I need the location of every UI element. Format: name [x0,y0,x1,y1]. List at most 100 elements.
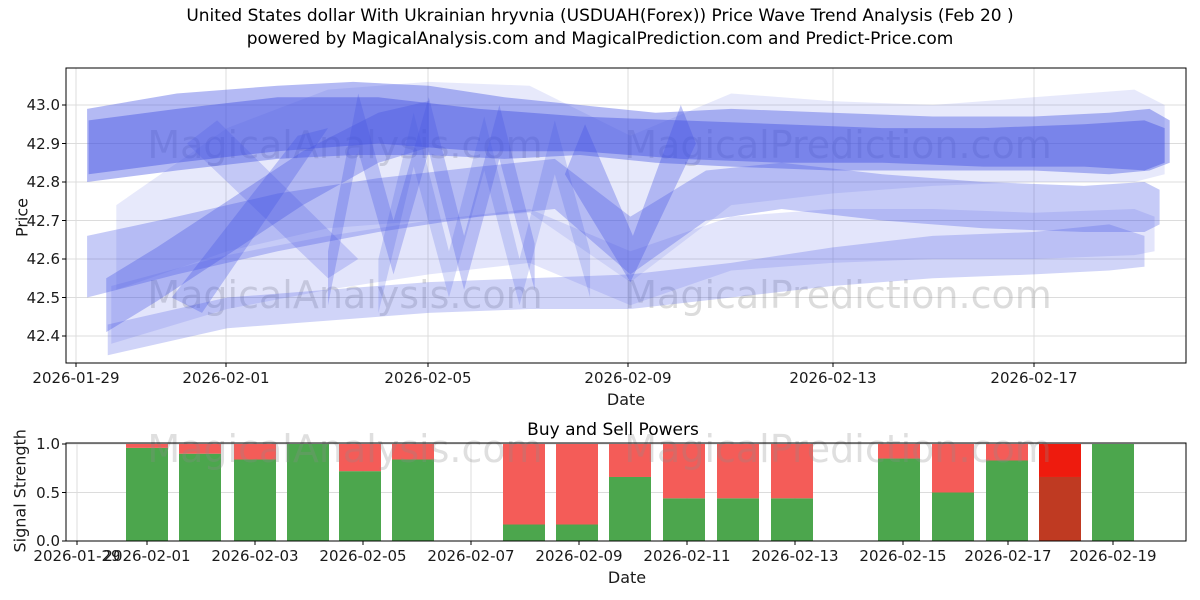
bar-buy [771,498,813,541]
signal-bar-2026-02-09 [556,444,598,541]
bar-sell [556,444,598,525]
signal-bar-2026-02-02 [179,444,221,541]
bar-buy [503,524,545,541]
bar-sell [663,444,705,499]
bar-buy [556,524,598,541]
price-xtick-label: 2026-02-01 [182,369,270,387]
price-ytick-label: 42.8 [26,173,60,191]
bar-buy [126,447,168,541]
band-low-band [107,224,1145,356]
signal-xtick-label: 2026-01-29 [33,547,121,565]
bar-seg-bright_red [1039,444,1081,477]
signal-bar-2026-02-15 [878,444,920,541]
signal-bar-2026-02-18 [1039,444,1081,541]
signal-bar-2026-02-03 [234,444,276,541]
signal-xtick-label: 2026-02-07 [427,547,515,565]
bar-sell [609,444,651,477]
price-ytick-label: 42.6 [26,250,60,268]
bar-buy [609,476,651,541]
bar-buy [1092,444,1134,541]
bar-sell [986,444,1028,461]
bar-sell [339,444,381,472]
price-ytick-label: 42.4 [26,327,60,345]
band-mid-rising-band [87,158,1160,298]
figure-title-line1: United States dollar With Ukrainian hryv… [186,6,1014,26]
signal-ytick-label: 0.0 [36,532,60,550]
bar-buy [392,459,434,541]
signal-chart-title: Buy and Sell Powers [527,420,699,440]
watermark-text: MagicalPrediction.com [624,123,1052,167]
price-ytick-label: 42.9 [26,134,60,153]
bar-buy [717,498,759,541]
signal-bar-2026-02-08 [503,444,545,541]
bar-sell [717,444,759,499]
band-main-band [87,81,1170,182]
price-xtick-label: 2026-02-05 [384,369,472,387]
figure-title-line2: powered by MagicalAnalysis.com and Magic… [246,29,954,49]
band-dark-core [88,97,1165,175]
bar-buy [878,458,920,541]
shape-cross-diagonal-up [171,128,328,313]
signal-xtick-label: 2026-02-19 [1069,547,1157,565]
bar-sell [771,444,813,499]
price-chart: MagicalAnalysis.com MagicalPrediction.com… [62,67,1187,367]
watermark-text: MagicalPrediction.com [624,427,1052,471]
signal-xaxis-label: Date [607,568,647,587]
signal-ytick-label: 0.5 [36,483,60,502]
signal-bar-2026-02-16 [932,444,974,541]
price-xtick-label: 2026-02-17 [990,369,1078,387]
bar-buy [663,498,705,541]
signal-bar-2026-02-13 [771,444,813,541]
signal-xtick-label: 2026-02-01 [103,547,191,565]
shape-zigzag-1 [328,93,535,306]
signal-xtick-label: 2026-02-17 [964,547,1052,565]
band-wide-light-envelope [116,81,1165,290]
price-ytick-label: 42.5 [26,288,60,307]
bar-seg-firebrick [1039,476,1081,541]
signal-bar-2026-02-12 [717,444,759,541]
signal-bar-2026-02-17 [986,444,1028,541]
signal-bar-2026-02-10 [609,444,651,541]
bar-sell [878,444,920,459]
signal-bar-2026-02-01 [126,444,168,541]
price-xtick-label: 2026-01-29 [32,369,120,387]
band-low-light-band [111,208,1155,344]
bar-buy [179,453,221,541]
price-xtick-label: 2026-02-09 [584,369,672,387]
watermark-text: MagicalPrediction.com [624,273,1052,317]
signal-xtick-label: 2026-02-09 [535,547,623,565]
watermark-text: MagicalAnalysis.com [147,427,542,471]
shape-cross-diagonal-down [186,120,359,279]
signal-xtick-label: 2026-02-15 [859,547,947,565]
bar-sell [234,444,276,460]
bar-sell [392,444,434,460]
signal-bar-2026-02-04 [287,444,329,541]
signal-bar-2026-02-06 [392,444,434,541]
bar-buy [339,471,381,541]
signal-bar-2026-02-11 [663,444,705,541]
price-ytick-label: 43.0 [26,96,60,114]
signal-xtick-label: 2026-02-03 [211,547,299,565]
bar-buy [932,492,974,541]
signal-bar-2026-02-05 [339,444,381,541]
watermark-text: MagicalAnalysis.com [147,273,542,317]
price-axes-box [65,67,1187,364]
bar-sell [932,444,974,493]
bar-sell [179,444,221,454]
bar-buy [986,460,1028,541]
price-ytick-label: 42.7 [26,211,60,230]
shape-dip-v-band [564,105,696,283]
bar-buy [287,444,329,541]
shape-zigzag-2 [378,112,591,313]
band-steep-diagonal [106,101,429,333]
watermark-text: MagicalAnalysis.com [147,123,542,167]
wave-bands [87,81,1170,356]
signal-ytick-label: 1.0 [36,435,60,453]
signal-xtick-label: 2026-02-11 [643,547,731,565]
signal-bar-2026-02-19 [1092,444,1134,541]
signal-xtick-label: 2026-02-13 [751,547,839,565]
price-xaxis-label: Date [606,390,646,409]
bar-sell [126,444,168,448]
